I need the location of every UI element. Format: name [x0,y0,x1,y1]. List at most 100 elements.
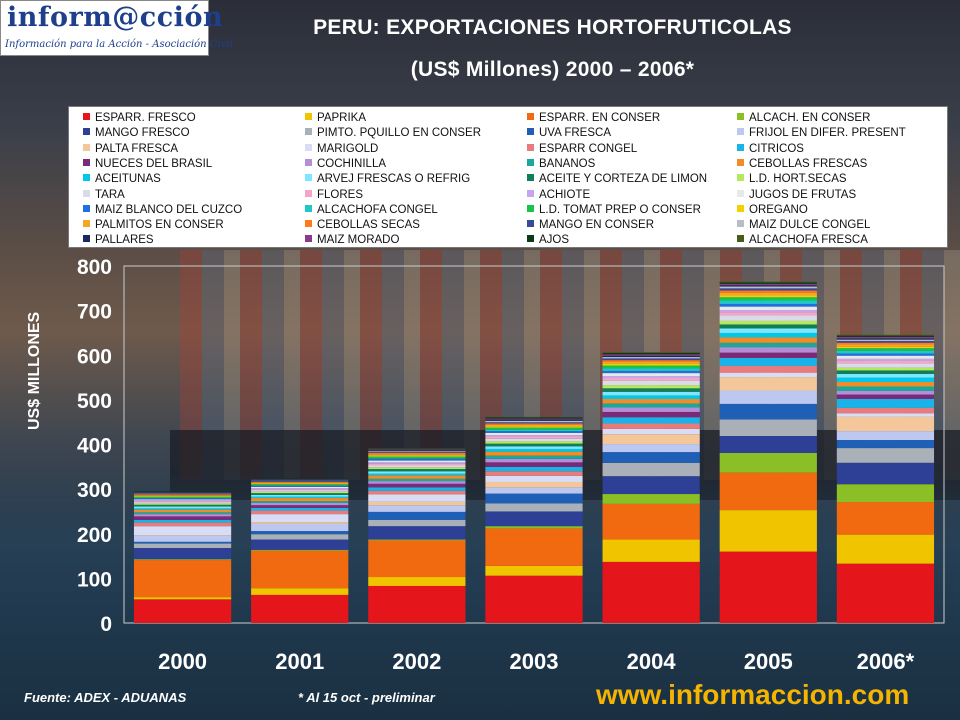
bar-segment [602,539,700,562]
legend-label: PALTA FRESCA [95,142,179,155]
y-tick-label: 800 [77,256,112,279]
bar-segment [251,483,349,485]
bar-segment [251,481,349,482]
legend-swatch [83,128,90,136]
bar-segment [485,424,583,427]
bar-segment [485,503,583,512]
bar-segment [836,416,935,432]
x-tick-label: 2004 [627,649,677,674]
bar-segment [485,420,583,423]
bar-segment [602,398,700,404]
bar-segment [602,355,700,358]
bar-segment [251,588,349,595]
legend-swatch [83,143,90,151]
bar-segment [485,422,583,424]
bar-segment [836,355,935,359]
legend-swatch [305,143,312,151]
bar-segment [368,501,466,506]
bar-segment [251,534,349,540]
legend-entry: ACEITE Y CORTEZA DE LIMON [527,172,707,186]
bar-segment [485,427,583,430]
bar-segment [836,350,935,354]
bar-segment [836,335,935,337]
bar-segment [602,503,700,540]
bar-segment [251,594,349,623]
bar-segment [836,370,935,374]
bar-segment [368,526,466,540]
bar-segment [133,516,232,520]
bar-segment [368,462,466,464]
bar-segment [719,472,817,511]
legend-swatch [305,174,312,182]
bar-segment [836,336,935,339]
legend-label: ALCACHOFA CONGEL [317,203,438,216]
bar-segment [602,417,700,424]
legend-swatch [527,143,534,151]
legend-swatch [83,220,90,228]
bar-segment [251,550,349,589]
bar-segment [251,491,349,494]
legend-label: PALLARES [95,234,154,247]
legend-swatch [305,235,312,243]
legend-label: ARVEJ FRESCAS O REFRIG [317,173,471,186]
bar-segment [485,451,583,456]
bar-segment [485,436,583,439]
legend-label: PALMITOS EN CONSER [95,219,224,232]
bar-segment [251,486,349,489]
bar-segment [719,324,817,329]
legend-label: ACEITUNAS [95,173,161,186]
bar-segment [836,386,935,391]
bar-segment [719,282,817,284]
legend-swatch [527,220,534,228]
legend-label: PAPRIKA [317,112,366,124]
legend-swatch [737,143,744,151]
legend-swatch [737,189,744,197]
bar-segment [251,496,349,499]
bar-segment [836,431,935,441]
legend-entry: BANANOS [527,157,595,171]
bar-segment [719,372,817,378]
bar-segment [719,419,817,437]
legend-entry: MANGO EN CONSER [527,218,654,232]
bar-segment [251,489,349,491]
bar-segment [133,496,232,499]
legend-entry: ESPARR. EN CONSER [527,111,660,125]
bar-segment [836,338,935,340]
legend-swatch [527,189,534,197]
chart-title-line1: PERU: EXPORTACIONES HORTOFRUTICOLAS [313,16,792,39]
bar-segment [368,481,466,484]
bar-segment [719,377,817,391]
bar-segment [485,426,583,428]
legend-swatch [83,204,90,212]
bar-segment [719,310,817,313]
bar-segment [602,452,700,463]
bar-segment [485,462,583,467]
legend-label: MARIGOLD [317,142,379,155]
bar-segment [602,361,700,364]
bar-segment [602,411,700,418]
bar-segment [602,476,700,495]
bar-segment [368,450,466,452]
legend-entry: ALCACHOFA FRESCA [737,233,868,247]
website-link[interactable]: www.informaccion.com [596,679,910,710]
legend-swatch [737,235,744,243]
legend-swatch [737,128,744,136]
bar-segment [133,492,232,494]
bar-segment [602,357,700,359]
bar-segment [368,456,466,459]
bar-segment [602,365,700,369]
bar-segment [485,565,583,576]
legend-entry: NUECES DEL BRASIL [83,157,212,171]
legend-label: FLORES [317,188,364,201]
bar-segment [719,347,817,353]
bar-segment [602,407,700,412]
bar-segment [602,360,700,362]
bar-segment [368,454,466,456]
bar-segment [368,487,466,491]
bar-segment [368,448,466,450]
bar-segment [485,419,583,421]
bar-segment [485,446,583,449]
legend-swatch [305,113,312,120]
bar-segment [719,312,817,316]
y-tick-label: 100 [77,568,112,591]
